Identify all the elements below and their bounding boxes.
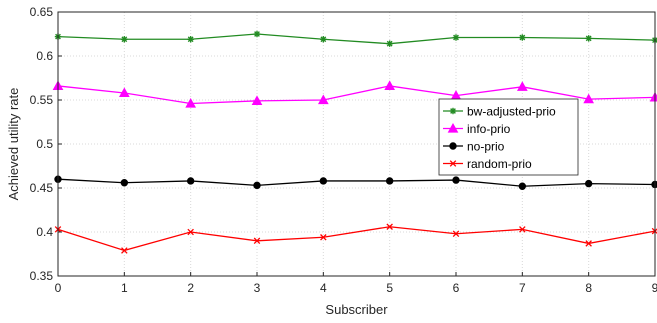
y-tick-label: 0.55 <box>30 93 54 107</box>
y-tick-label: 0.5 <box>36 137 53 151</box>
data-point-no-prio <box>319 177 328 185</box>
marker-stroke <box>453 34 459 41</box>
data-point-bw-adjusted-prio <box>121 36 128 43</box>
series-line-bw-adjusted-prio <box>57 33 656 45</box>
data-point-bw-adjusted-prio <box>320 36 327 43</box>
series-group <box>52 30 657 254</box>
x-tick-label: 7 <box>519 281 526 295</box>
legend-label: bw-adjusted-prio <box>467 105 556 119</box>
data-point-no-prio <box>584 179 593 188</box>
data-point-info-prio <box>251 95 263 105</box>
data-point-no-prio <box>518 182 527 190</box>
data-point-random-prio <box>253 237 261 245</box>
data-point-bw-adjusted-prio <box>253 30 261 38</box>
data-point-random-prio <box>187 228 194 236</box>
x-tick-label: 1 <box>121 281 128 295</box>
series-line-no-prio <box>57 178 656 187</box>
marker-stroke <box>450 108 456 114</box>
marker-stroke <box>254 31 260 37</box>
data-point-bw-adjusted-prio <box>386 40 393 47</box>
x-tick-label: 4 <box>320 281 327 295</box>
marker-stroke <box>519 226 526 233</box>
data-point-random-prio <box>121 247 128 254</box>
legend-item-no-prio: no-prio <box>443 140 505 154</box>
x-tick-label: 5 <box>386 281 393 295</box>
series-info-prio <box>52 80 657 108</box>
data-point-info-prio <box>384 80 396 91</box>
legend-item-random-prio: random-prio <box>443 157 532 171</box>
data-point-no-prio <box>452 176 460 184</box>
y-tick-label: 0.4 <box>36 225 53 239</box>
marker-stroke <box>452 230 460 238</box>
data-point-bw-adjusted-prio <box>519 34 526 41</box>
legend-marker <box>449 160 457 167</box>
legend-box <box>438 98 579 176</box>
series-bw-adjusted-prio <box>54 30 657 47</box>
data-point-no-prio <box>186 177 195 185</box>
data-point-info-prio <box>317 94 329 105</box>
marker-stroke <box>187 36 194 43</box>
x-tick-label: 0 <box>55 281 62 295</box>
x-tick-label: 6 <box>453 281 460 295</box>
marker-stroke <box>187 228 194 236</box>
marker-stroke <box>386 40 393 47</box>
data-point-info-prio <box>516 81 528 91</box>
y-axis-label: Achieved utility rate <box>6 88 21 201</box>
data-point-info-prio <box>118 87 130 98</box>
legend: bw-adjusted-prio info-prio no-prio random-p… <box>438 98 579 176</box>
x-tick-label: 2 <box>187 281 194 295</box>
legend-marker <box>449 142 457 150</box>
legend-label: info-prio <box>467 122 511 136</box>
axis-ticks: 0 1 2 3 4 5 6 7 8 9 0.35 0.4 0.45 0.5 0.55 0.6 0.65 <box>30 5 657 295</box>
data-point-info-prio <box>583 93 595 104</box>
y-tick-label: 0.65 <box>30 5 54 19</box>
data-point-random-prio <box>519 226 526 233</box>
x-tick-label: 8 <box>585 281 592 295</box>
y-tick-label: 0.35 <box>30 269 54 283</box>
marker-stroke <box>386 223 393 230</box>
x-tick-label: 3 <box>254 281 261 295</box>
series-line-info-prio <box>57 85 656 105</box>
series-no-prio <box>54 175 657 190</box>
marker-stroke <box>320 234 327 241</box>
legend-item-info-prio: info-prio <box>443 122 511 136</box>
marker-stroke <box>585 35 592 42</box>
legend-item-bw-adjusted-prio: bw-adjusted-prio <box>443 105 556 119</box>
x-tick-label: 9 <box>652 281 657 295</box>
data-point-bw-adjusted-prio <box>585 35 592 42</box>
legend-label: no-prio <box>467 140 505 154</box>
marker-stroke <box>121 247 128 254</box>
legend-label: random-prio <box>467 157 532 171</box>
data-point-bw-adjusted-prio <box>452 34 460 41</box>
marker-stroke <box>449 160 457 167</box>
x-axis-label: Subscriber <box>325 302 388 317</box>
series-line-random-prio <box>57 226 656 252</box>
marker-stroke <box>585 240 592 247</box>
data-point-no-prio <box>385 177 394 185</box>
data-point-random-prio <box>320 234 327 241</box>
marker-stroke <box>519 34 526 41</box>
series-random-prio <box>54 223 657 254</box>
y-tick-label: 0.6 <box>36 49 53 63</box>
marker-stroke <box>121 36 128 43</box>
data-point-info-prio <box>185 97 197 108</box>
data-point-no-prio <box>651 180 657 189</box>
legend-marker <box>447 122 459 133</box>
y-tick-label: 0.45 <box>30 181 54 195</box>
marker-stroke <box>253 237 261 245</box>
data-point-random-prio <box>585 240 592 247</box>
marker-stroke <box>320 36 327 43</box>
data-point-bw-adjusted-prio <box>187 36 194 43</box>
data-point-random-prio <box>386 223 393 230</box>
data-point-no-prio <box>253 181 261 190</box>
data-point-random-prio <box>452 230 460 238</box>
data-point-no-prio <box>120 179 129 187</box>
legend-marker <box>449 107 457 115</box>
